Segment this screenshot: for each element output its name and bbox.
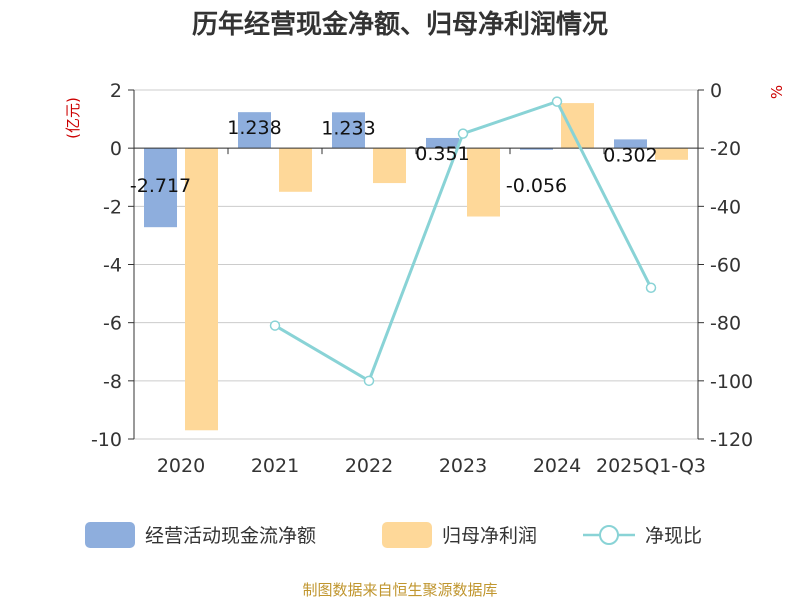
ratio-point[interactable] xyxy=(363,375,375,387)
bar-cash-flow[interactable] xyxy=(144,148,177,228)
category-label: 2024 xyxy=(533,455,581,477)
ratio-point[interactable] xyxy=(645,282,657,294)
left-axis-tick-label: -2 xyxy=(103,196,122,218)
ratio-point[interactable] xyxy=(269,320,281,331)
bar-net-profit[interactable] xyxy=(467,148,500,217)
legend-swatch-cash-flow xyxy=(85,522,135,548)
left-axis-tick-label: -6 xyxy=(103,313,122,335)
bars xyxy=(144,103,688,431)
bar-cash-flow[interactable] xyxy=(238,112,271,149)
bar-net-profit[interactable] xyxy=(655,148,688,160)
legend-item-cash-flow[interactable]: 经营活动现金流净额 xyxy=(85,522,316,548)
bar-value-label: 1.233 xyxy=(321,117,375,139)
ratio-point[interactable] xyxy=(457,128,469,139)
bar-value-label: 1.238 xyxy=(227,117,281,139)
bar-cash-flow[interactable] xyxy=(614,139,647,149)
right-axis-tick-label: -60 xyxy=(710,255,741,277)
left-axis-tick-label: -8 xyxy=(103,371,122,393)
right-axis-tick-label: -80 xyxy=(710,313,741,335)
bar-value-label: -2.717 xyxy=(130,175,191,197)
right-axis-tick-label: -20 xyxy=(710,138,741,160)
right-axis-tick-label: 0 xyxy=(710,80,722,102)
bar-net-profit[interactable] xyxy=(373,148,406,184)
left-axis-tick-label: 2 xyxy=(110,80,122,102)
right-axis-tick-label: -120 xyxy=(710,429,753,451)
chart-title: 历年经营现金净额、归母净利润情况 xyxy=(192,9,608,40)
bar-labels: -2.717 1.238 1.233 0.351 -0.056 0.302 xyxy=(130,117,658,197)
ratio-point[interactable] xyxy=(551,96,563,107)
source-note: 制图数据来自恒生聚源数据库 xyxy=(302,581,497,599)
bar-value-label: 0.302 xyxy=(603,144,657,166)
bar-cash-flow[interactable] xyxy=(332,112,365,149)
left-axis-unit: (亿元) xyxy=(64,97,82,139)
legend-item-ratio[interactable]: 净现比 xyxy=(583,525,702,547)
left-axis-tick-label: -4 xyxy=(103,255,122,277)
left-axis-tick-label: -10 xyxy=(91,429,122,451)
category-label: 2025Q1-Q3 xyxy=(596,455,706,477)
legend-label-net-profit: 归母净利润 xyxy=(442,525,537,547)
bar-cash-flow[interactable] xyxy=(426,137,459,149)
right-axis-unit: % xyxy=(768,85,786,99)
bar-net-profit[interactable] xyxy=(185,148,218,431)
category-label: 2022 xyxy=(345,455,393,477)
right-axis-tick-label: -100 xyxy=(710,371,753,393)
bar-value-label: -0.056 xyxy=(506,175,567,197)
legend-label-cash-flow: 经营活动现金流净额 xyxy=(145,525,316,547)
bar-cash-flow[interactable] xyxy=(520,148,553,150)
legend-marker-ratio xyxy=(599,525,619,545)
left-axis-tick-label: 0 xyxy=(110,138,122,160)
category-label: 2020 xyxy=(157,455,205,477)
legend-item-net-profit[interactable]: 归母净利润 xyxy=(382,522,537,548)
right-axis-tick-label: -40 xyxy=(710,196,741,218)
ratio-line xyxy=(269,96,657,387)
legend-label-ratio: 净现比 xyxy=(645,525,702,547)
bar-net-profit[interactable] xyxy=(279,148,312,192)
legend-swatch-net-profit xyxy=(382,522,432,548)
category-label: 2021 xyxy=(251,455,299,477)
bar-value-label: 0.351 xyxy=(415,143,469,165)
category-label: 2023 xyxy=(439,455,487,477)
legend: 经营活动现金流净额 归母净利润 净现比 xyxy=(85,522,702,548)
